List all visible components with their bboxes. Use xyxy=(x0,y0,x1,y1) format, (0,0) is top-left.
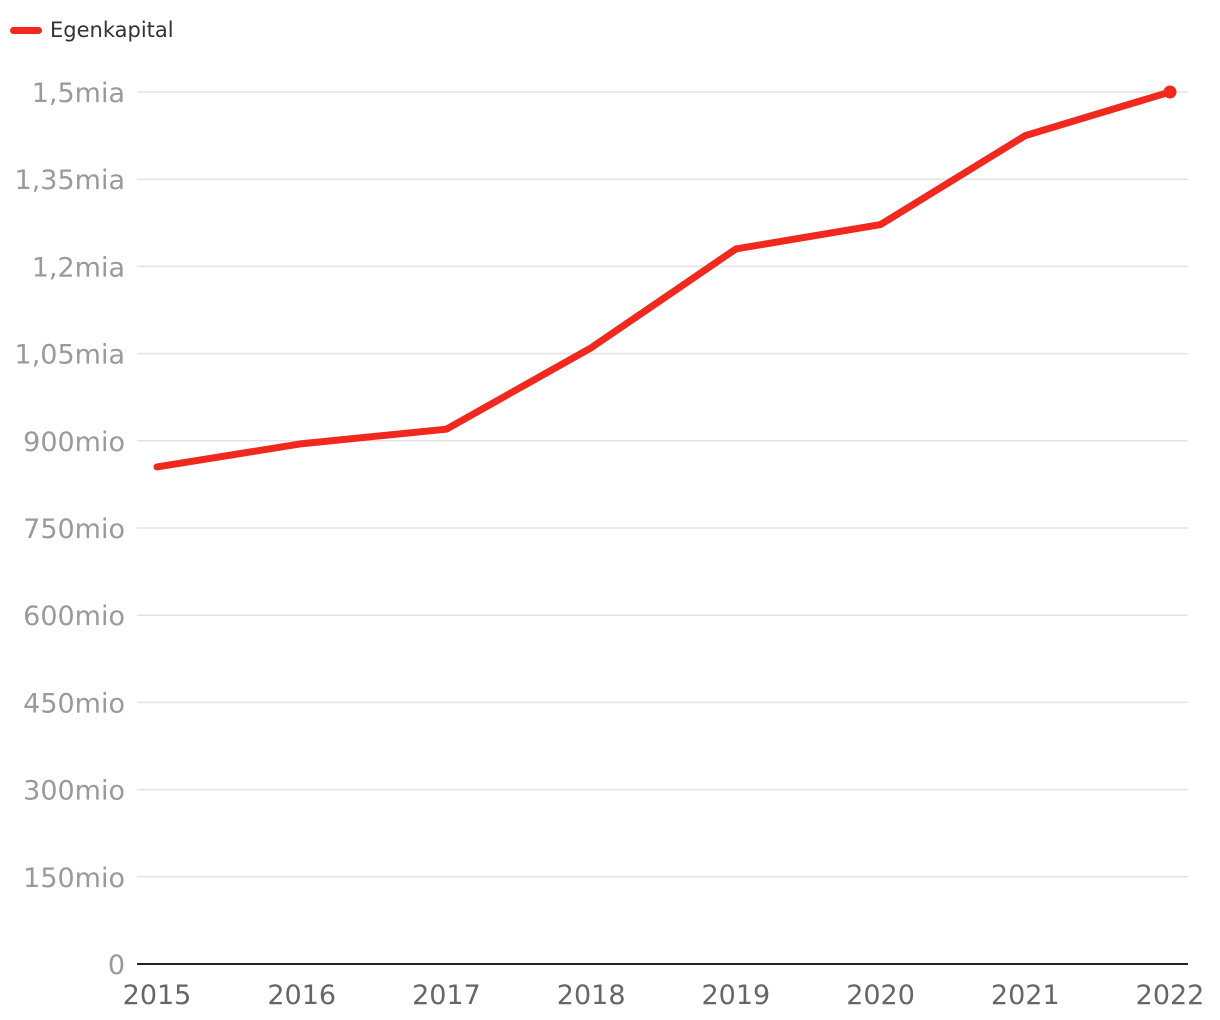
x-tick-label-2021: 2021 xyxy=(991,980,1060,1011)
y-tick-label-1: 150mio xyxy=(23,863,125,894)
series-layer xyxy=(153,85,1177,471)
y-tick-label-7: 1,05mia xyxy=(15,340,125,371)
series-line-egenkapital xyxy=(153,88,1174,471)
y-tick-label-10: 1,5mia xyxy=(32,78,125,109)
y-tick-label-2: 300mio xyxy=(23,776,125,807)
grid-layer xyxy=(137,91,1188,965)
x-tick-label-2022: 2022 xyxy=(1136,980,1205,1011)
legend-label-egenkapital: Egenkapital xyxy=(50,18,174,42)
y-tick-label-9: 1,35mia xyxy=(15,165,125,196)
y-tick-label-6: 900mio xyxy=(23,427,125,458)
legend: Egenkapital xyxy=(10,18,174,42)
y-tick-label-4: 600mio xyxy=(23,601,125,632)
data-point-2022 xyxy=(1163,85,1177,99)
x-tick-label-2018: 2018 xyxy=(557,980,626,1011)
x-tick-label-2016: 2016 xyxy=(267,980,336,1011)
x-tick-label-2019: 2019 xyxy=(701,980,770,1011)
y-tick-label-3: 450mio xyxy=(23,688,125,719)
x-axis-ticks: 2015 2016 2017 2018 2019 2020 2021 2022 xyxy=(123,980,1205,1011)
y-tick-label-0: 0 xyxy=(108,950,125,981)
legend-swatch-egenkapital xyxy=(10,26,42,34)
y-tick-label-8: 1,2mia xyxy=(32,252,125,283)
x-tick-label-2017: 2017 xyxy=(412,980,481,1011)
x-tick-label-2020: 2020 xyxy=(846,980,915,1011)
y-axis-ticks: 0 150mio 300mio 450mio 600mio 750mio 900mio 1,0… xyxy=(15,78,125,981)
y-tick-label-5: 750mio xyxy=(23,514,125,545)
x-tick-label-2015: 2015 xyxy=(123,980,192,1011)
